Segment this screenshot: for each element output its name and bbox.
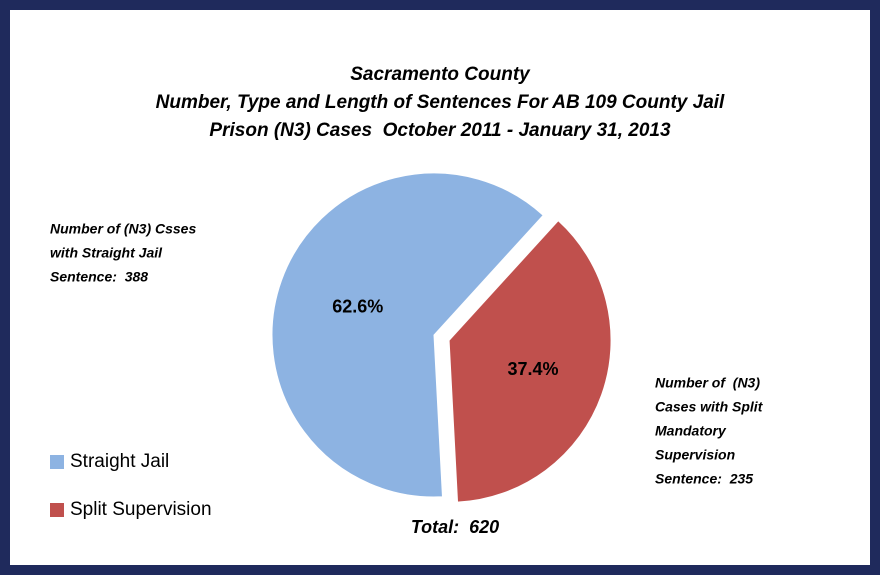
chart-title: Sacramento County (350, 64, 531, 85)
data-label: 37.4% (507, 359, 558, 379)
annotation: Supervision (655, 447, 735, 463)
chart-title: Number, Type and Length of Sentences For… (156, 92, 725, 113)
legend-label: Straight Jail (70, 451, 169, 472)
pie-slice (448, 219, 612, 503)
annotation: Cases with Split (655, 399, 764, 415)
legend-swatch (50, 503, 64, 517)
annotation: Number of (N3) (655, 375, 760, 391)
pie-slice (271, 172, 544, 498)
annotation: Sentence: 235 (655, 471, 753, 487)
annotation: Number of (N3) Csses (50, 221, 196, 237)
annotation: Sentence: 388 (50, 269, 148, 285)
data-label: 62.6% (332, 296, 383, 316)
total-label: Total: 620 (411, 517, 499, 537)
annotation: with Straight Jail (50, 245, 163, 261)
legend-label: Split Supervision (70, 499, 212, 520)
chart-title: Prison (N3) Cases October 2011 - January… (209, 120, 671, 141)
legend-swatch (50, 455, 64, 469)
annotation: Mandatory (655, 423, 727, 439)
